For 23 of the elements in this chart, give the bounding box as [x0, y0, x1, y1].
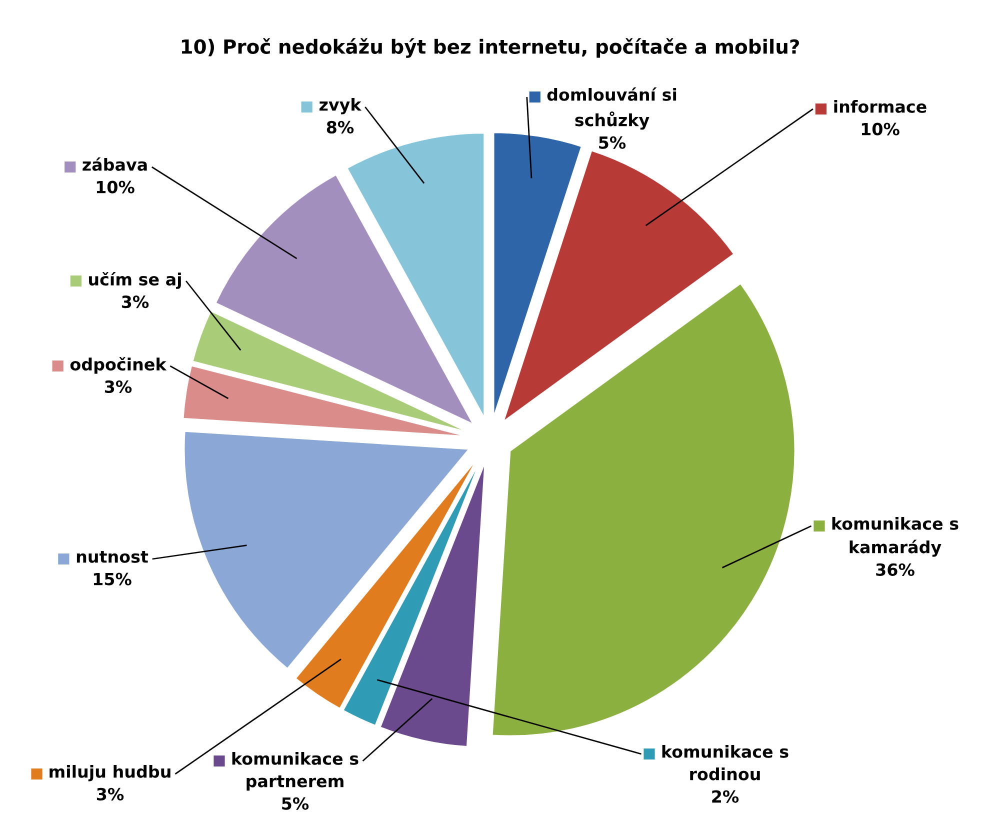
- data-label: 36%: [876, 563, 914, 576]
- legend-label: komunikace s rodinou: [662, 745, 788, 780]
- legend-label: nutnost: [76, 550, 148, 563]
- legend-label: domlouvání si schůzky: [547, 87, 676, 130]
- legend-label: odpočinek: [70, 357, 167, 374]
- legend-label: učím se aj: [88, 272, 181, 289]
- data-label: 3%: [122, 296, 149, 308]
- data-label: 3%: [96, 788, 124, 800]
- data-label: 5%: [599, 136, 626, 149]
- legend-label: informace: [834, 100, 926, 113]
- legend-label: zvyk: [319, 98, 362, 114]
- data-label: 10%: [862, 122, 900, 136]
- legend-label: zábava: [82, 157, 147, 171]
- legend-label: komunikace s kamarády: [832, 517, 958, 557]
- legend-label: miluju hudbu: [50, 765, 170, 782]
- data-label: 8%: [326, 120, 354, 134]
- chart-title: 10) Proč nedokážu být bez internetu, počítače a mobilu?: [182, 38, 799, 58]
- data-label: 5%: [282, 797, 309, 810]
- data-label: 2%: [712, 790, 739, 803]
- legend-label: komunikace s partnerem: [232, 752, 358, 791]
- data-label: 15%: [94, 572, 132, 586]
- data-label: 3%: [104, 380, 132, 394]
- data-label: 10%: [96, 180, 134, 194]
